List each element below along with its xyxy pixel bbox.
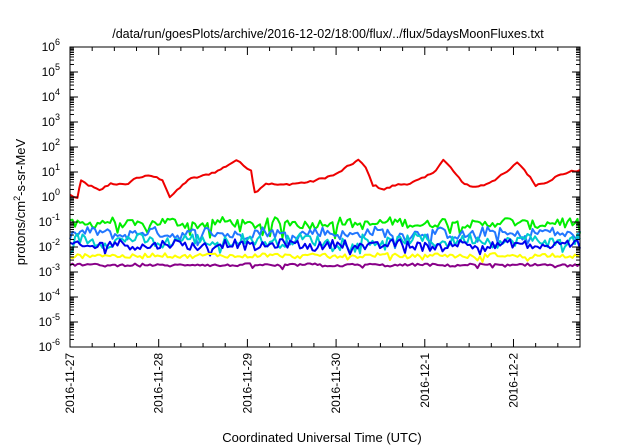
y-tick-label: 10-2: [39, 237, 60, 254]
x-axis-label: Coordinated Universal Time (UTC): [222, 430, 421, 445]
x-tick-label: 2016-12-2: [506, 353, 520, 408]
series-line: [69, 225, 581, 250]
y-tick-label: 10-3: [39, 262, 60, 279]
series-line: [69, 216, 581, 240]
y-tick-label: 10-5: [39, 312, 60, 329]
y-tick-label: 101: [42, 162, 60, 179]
y-tick-label: 103: [42, 112, 60, 129]
y-axis-label: protons/cm2-s-sr-MeV: [12, 138, 28, 265]
x-tick-labels: 2016-11-27 2016-11-28 2016-11-29 2016-11-30…: [63, 353, 520, 414]
series-line: [69, 238, 581, 257]
chart-title: /data/run/goesPlots/archive/2016-12-02/1…: [112, 27, 544, 41]
y-tick-label: 10-1: [39, 212, 60, 229]
y-tick-label: 10-4: [39, 287, 60, 304]
series-line: [69, 252, 581, 263]
y-tick-label: 105: [42, 62, 60, 79]
y-tick-labels: 10-6 10-5 10-4 10-3 10-2 10-1 100 101 102 103 104 1…: [39, 37, 60, 354]
series-line: [69, 262, 581, 271]
y-tick-label: 104: [42, 87, 60, 104]
x-tick-label: 2016-11-30: [329, 353, 343, 414]
ticks-layer: [69, 46, 581, 348]
x-tick-label: 2016-11-27: [63, 353, 77, 414]
series-line: [69, 158, 581, 199]
y-tick-label: 100: [42, 187, 60, 204]
series-line: [69, 232, 581, 255]
y-tick-label: 106: [42, 37, 60, 54]
plot-frame: [69, 46, 581, 348]
y-tick-label: 10-6: [39, 337, 60, 354]
series-layer: [69, 158, 581, 271]
y-tick-label: 102: [42, 137, 60, 154]
x-tick-label: 2016-12-1: [418, 353, 432, 408]
x-tick-label: 2016-11-29: [240, 353, 254, 414]
plot-area: [69, 46, 581, 348]
x-tick-label: 2016-11-28: [152, 353, 166, 414]
